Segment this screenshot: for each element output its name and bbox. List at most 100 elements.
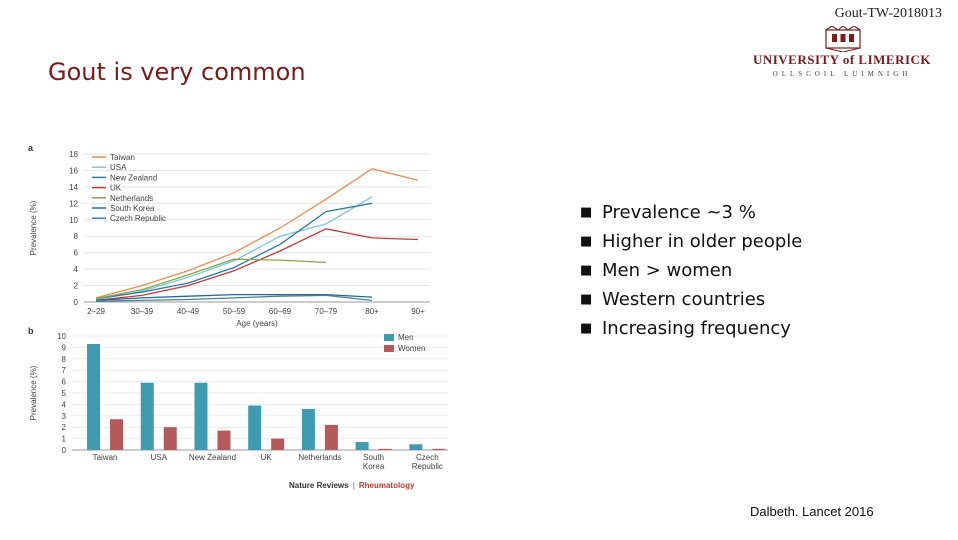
legend-label: UK	[110, 184, 122, 193]
bar-women	[217, 430, 231, 450]
bar-men	[409, 444, 423, 450]
bar-women	[271, 438, 285, 450]
y-tick-label: 1	[62, 435, 67, 444]
y-tick-label: 14	[69, 183, 78, 192]
x-tick-label: Netherlands	[298, 453, 341, 462]
line-chart-prevalence-by-age: a 0 2 4 6 8 10 12 14 16 18 2–29 30–39 40–49 50–59 60–69…	[28, 143, 430, 328]
y-tick-label: 7	[62, 366, 67, 375]
series-line-usa	[95, 196, 373, 301]
y-tick-label: 6	[74, 249, 79, 258]
university-subtitle: OLLSCOIL LUIMNIGH	[772, 70, 912, 78]
bullet-text: Prevalence ~3 %	[602, 202, 756, 223]
crest-icon	[825, 26, 861, 52]
series-line-netherlands	[95, 258, 327, 300]
x-tick-label: UK	[261, 453, 273, 462]
x-axis-label: Age (years)	[236, 319, 278, 328]
x-tick-label: USA	[151, 453, 168, 462]
bar-men	[140, 382, 154, 450]
y-axis-label: Prevalence (%)	[29, 200, 38, 255]
square-bullet-icon: ■	[580, 321, 593, 336]
y-tick-label: 4	[74, 265, 79, 274]
y-tick-label: 2	[74, 282, 79, 291]
y-tick-label: 6	[62, 378, 67, 387]
y-tick-label: 0	[62, 446, 67, 455]
series-line-uk	[95, 228, 419, 302]
y-tick-label: 3	[62, 412, 67, 421]
y-tick-label: 9	[62, 343, 67, 352]
legend-swatch	[384, 345, 394, 352]
series-line-czech-republic	[95, 294, 373, 302]
x-tick-label: Czech	[416, 453, 439, 462]
y-tick-label: 18	[69, 150, 78, 159]
square-bullet-icon: ■	[580, 205, 593, 220]
legend-label: Men	[398, 333, 414, 342]
citation: Dalbeth. Lancet 2016	[750, 504, 874, 519]
bar-chart-prevalence-by-sex: b 0 1 2 3 4 5 6 7 8 9 10 Prevalence (%) Taiwan USA New …	[28, 326, 448, 490]
bullet-list: ■ Prevalence ~3 % ■ Higher in older people…	[580, 198, 802, 343]
bullet-item: ■ Increasing frequency	[580, 314, 802, 343]
legend-label: Netherlands	[110, 194, 153, 203]
bar-women	[110, 419, 124, 450]
bar-men	[355, 442, 369, 450]
bar-men	[248, 405, 262, 450]
legend-label: New Zealand	[110, 173, 157, 182]
figure-footer: Nature Reviews | Rheumatology	[289, 481, 415, 490]
x-tick-label: Taiwan	[93, 453, 118, 462]
series-line-taiwan	[95, 168, 419, 299]
legend-label: Women	[398, 344, 425, 353]
bullet-text: Higher in older people	[602, 231, 803, 252]
x-tick-label: 30–39	[131, 307, 154, 316]
slide-title: Gout is very common	[48, 58, 306, 86]
panel-label: a	[28, 143, 34, 153]
bullet-text: Western countries	[602, 289, 766, 310]
square-bullet-icon: ■	[580, 263, 593, 278]
series-line-south-korea	[95, 293, 373, 302]
panel-label: b	[28, 326, 34, 336]
x-tick-label: 90+	[411, 307, 425, 316]
bullet-text: Increasing frequency	[602, 318, 791, 339]
bar-women	[378, 448, 392, 450]
bar-women	[324, 424, 338, 450]
x-tick-label: 2–29	[87, 307, 105, 316]
university-name: UNIVERSITY of LIMERICK	[752, 52, 932, 67]
x-tick-label: 40–49	[177, 307, 200, 316]
x-tick-label: 60–69	[269, 307, 292, 316]
bar-women	[163, 427, 177, 450]
figure-footer-journal: Nature Reviews	[289, 481, 349, 490]
x-tick-label: Korea	[363, 462, 385, 471]
y-tick-label: 8	[74, 232, 79, 241]
bar-men	[301, 408, 315, 450]
x-tick-label: South	[363, 453, 384, 462]
legend-label: Taiwan	[110, 153, 135, 162]
header-code: Gout-TW-2018013	[834, 6, 942, 21]
x-tick-label: Republic	[412, 462, 443, 471]
y-tick-label: 4	[62, 400, 67, 409]
university-logo: UNIVERSITY of LIMERICK OLLSCOIL LUIMNIGH	[742, 26, 942, 82]
y-tick-label: 10	[69, 216, 78, 225]
bullet-item: ■ Men > women	[580, 256, 802, 285]
y-tick-label: 0	[74, 298, 79, 307]
y-tick-label: 2	[62, 423, 67, 432]
bullet-item: ■ Higher in older people	[580, 227, 802, 256]
bullet-item: ■ Prevalence ~3 %	[580, 198, 802, 227]
y-tick-label: 5	[62, 389, 67, 398]
legend-label: South Korea	[110, 204, 155, 213]
y-axis-label: Prevalence (%)	[29, 365, 38, 420]
figure-footer-section: Rheumatology	[359, 481, 415, 490]
x-tick-label: New Zealand	[189, 453, 236, 462]
figure-footer-separator: |	[353, 481, 355, 490]
x-tick-label: 50–59	[223, 307, 246, 316]
bullet-item: ■ Western countries	[580, 285, 802, 314]
bar-men	[194, 382, 208, 450]
y-tick-label: 12	[69, 199, 78, 208]
bullet-text: Men > women	[602, 260, 733, 281]
bar-women	[432, 448, 446, 450]
bar-men	[87, 343, 101, 450]
square-bullet-icon: ■	[580, 292, 593, 307]
y-tick-label: 10	[57, 332, 66, 341]
legend-swatch	[384, 334, 394, 341]
y-tick-label: 8	[62, 355, 67, 364]
x-tick-label: 70–79	[315, 307, 338, 316]
x-tick-label: 80+	[365, 307, 379, 316]
legend-label: USA	[110, 163, 127, 172]
